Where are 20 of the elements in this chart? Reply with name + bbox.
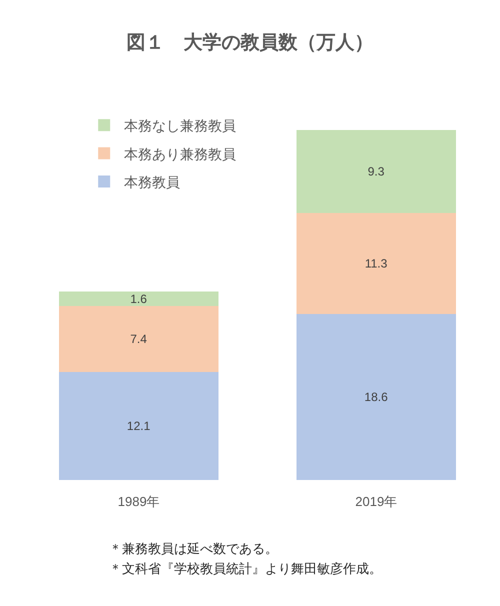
- legend-label: 本務あり兼務教員: [124, 146, 236, 162]
- text: ＊兼務教員は延べ数である。: [109, 541, 278, 556]
- bar: [296, 130, 456, 214]
- text: ＊文科省『学校教員統計』より舞田敏彦作成。: [109, 561, 382, 576]
- data-label: 12.1: [126, 418, 151, 433]
- bar: [59, 306, 218, 372]
- bar: [296, 213, 456, 314]
- bar: [296, 314, 456, 480]
- x-tick-label: 1989年: [118, 494, 160, 509]
- legend-label: 本務なし兼務教員: [124, 118, 236, 134]
- legend-label: 本務教員: [124, 174, 180, 190]
- bar: [59, 292, 218, 306]
- data-label: 7.4: [130, 332, 148, 346]
- bar: [59, 372, 218, 480]
- data-label: 11.3: [364, 256, 388, 271]
- data-label: 1.6: [130, 292, 148, 306]
- data-label: 18.6: [364, 390, 388, 404]
- x-tick-label: 2019年: [355, 494, 398, 509]
- data-label: 9.3: [368, 164, 385, 179]
- chart-title: 図１ 大学の教員数（万人）: [126, 32, 374, 54]
